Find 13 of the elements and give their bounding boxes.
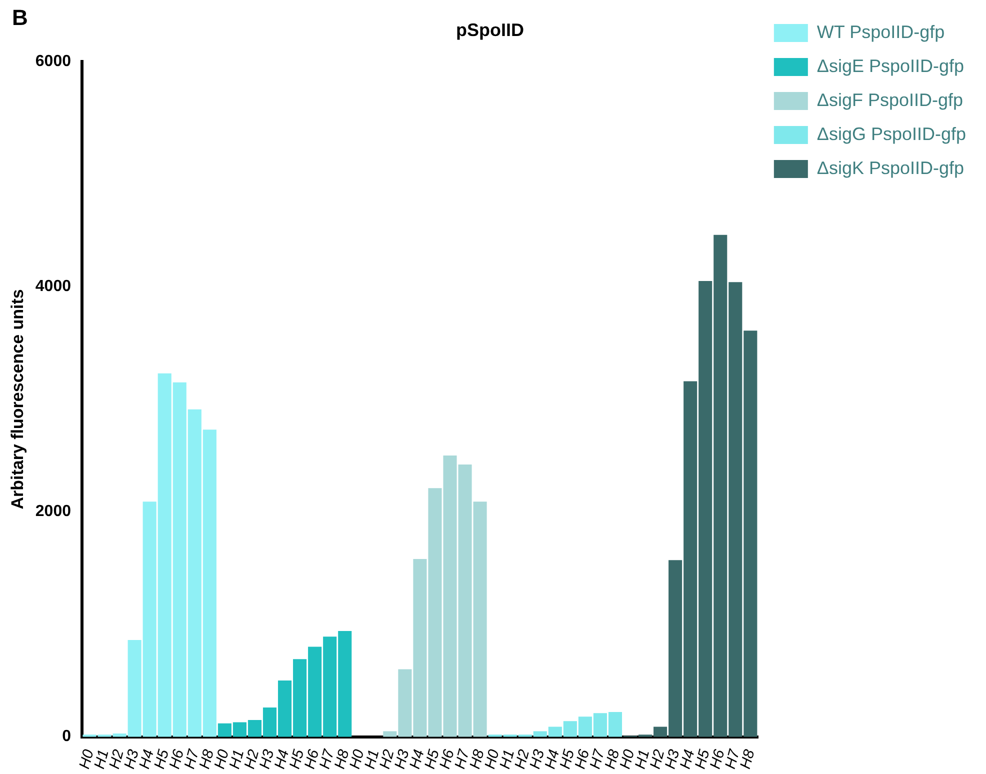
chart-title: pSpoIID <box>456 20 524 40</box>
x-tick-label: H8 <box>736 747 758 771</box>
y-axis-title: Arbitary fluorescence units <box>8 289 27 510</box>
y-tick-label: 4000 <box>35 278 72 296</box>
y-tick-label: 0 <box>62 728 72 746</box>
legend-label: ΔsigE PspoIID-gfp <box>816 56 964 76</box>
y-tick-label: 6000 <box>35 53 72 70</box>
legend-label: WT PspoIID-gfp <box>816 22 945 42</box>
legend-label: ΔsigF PspoIID-gfp <box>816 90 963 110</box>
y-tick-label: 2000 <box>35 503 72 520</box>
legend-label: ΔsigK PspoIID-gfp <box>816 158 964 178</box>
legend-label: ΔsigG PspoIID-gfp <box>816 124 966 144</box>
text: B <box>12 5 28 30</box>
